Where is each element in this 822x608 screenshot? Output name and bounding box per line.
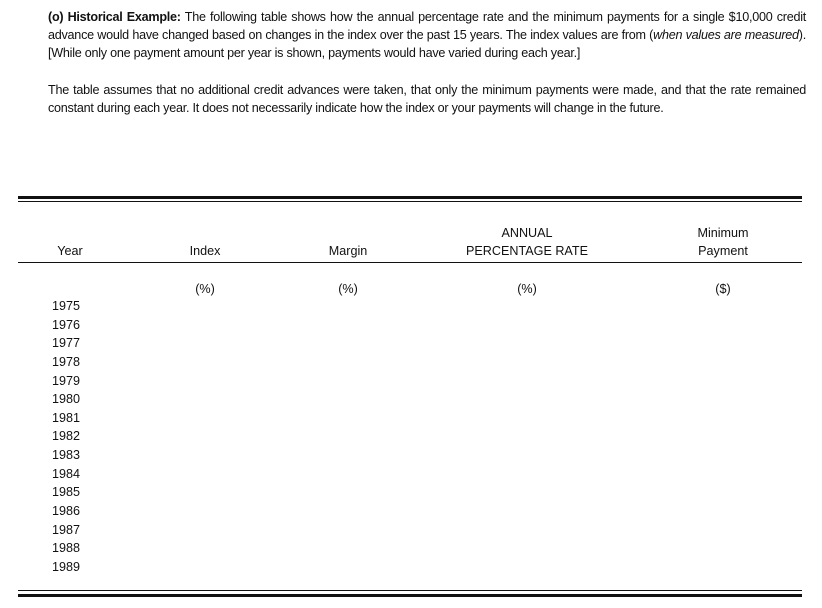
column-header-line2: Index [189, 244, 221, 258]
year-row-label: 1976 [52, 317, 81, 332]
year-row-label: 1978 [52, 354, 81, 369]
historical-example-lead: (o) Historical Example: [48, 10, 181, 24]
column-header-unit: (%) [195, 282, 215, 296]
year-row-label: 1988 [52, 541, 81, 556]
year-row-label: 1984 [52, 466, 81, 481]
year-row-label: 1980 [52, 392, 81, 407]
historical-example-paragraph: (o) Historical Example: The following ta… [48, 8, 806, 62]
column-header-line2: PERCENTAGE RATE [466, 244, 588, 258]
column-header-unit: (%) [338, 282, 358, 296]
year-row-label: 1983 [52, 448, 81, 463]
year-row-label: 1989 [52, 559, 81, 574]
header-divider-rule [18, 262, 802, 263]
table-top-thick-rule [18, 196, 802, 199]
table-top-thin-rule [18, 201, 802, 202]
year-row-label: 1986 [52, 504, 81, 519]
intro-text-2: ). [While only one payment amount per ye… [48, 28, 806, 60]
intro-italic: when values are measured [653, 28, 799, 42]
year-row-label: 1975 [52, 299, 81, 313]
year-row-label: 1982 [52, 429, 81, 444]
column-header-unit: ($) [715, 282, 731, 296]
column-header-line2: Year [57, 244, 83, 258]
assumptions-paragraph: The table assumes that no additional cre… [48, 83, 806, 115]
year-row-label: 1987 [52, 522, 81, 537]
table-bottom-thin-rule [18, 590, 802, 591]
column-header-line2: Margin [328, 244, 368, 258]
intro-text-1: The following table shows how the annual… [48, 10, 807, 42]
year-row-label: 1985 [52, 485, 81, 500]
column-header-line2: Payment [698, 244, 748, 258]
column-header-line1: Minimum [697, 226, 749, 240]
year-row-label: 1977 [52, 336, 81, 351]
column-header-unit: (%) [517, 282, 537, 296]
table-bottom-thick-rule [18, 594, 802, 597]
column-header-line1: ANNUAL [501, 226, 553, 240]
year-row-label: 1981 [52, 410, 81, 425]
year-row-label: 1979 [52, 373, 81, 388]
